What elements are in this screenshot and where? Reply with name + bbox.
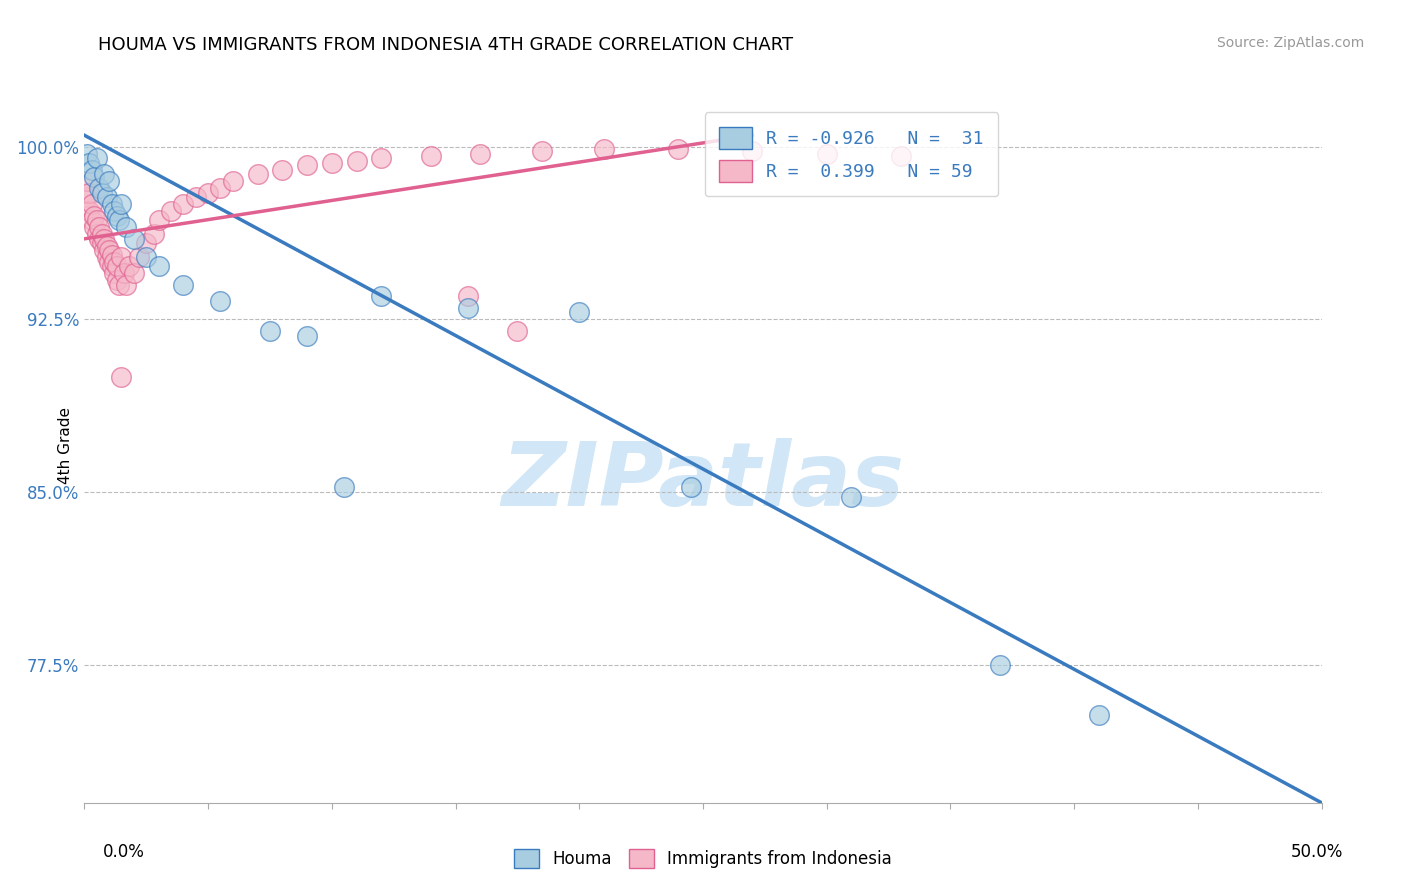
Point [135,236,157,251]
Point [103,255,125,269]
Point [80,197,103,211]
Point [108,277,131,292]
Point [98,255,121,269]
Point [103,266,125,280]
Legend: R = -0.926   N =  31, R =  0.399   N = 59: R = -0.926 N = 31, R = 0.399 N = 59 [704,112,998,196]
Point [370,151,392,165]
Point [295,158,318,172]
Point [222,174,245,188]
Point [172,277,194,292]
Point [142,227,165,242]
Point [76,174,98,188]
Point [83,169,105,184]
Point [100,260,122,274]
Point [98,244,121,258]
Point [93,167,115,181]
Point [98,174,121,188]
Point [271,162,294,177]
Point [79,186,101,200]
Point [419,149,441,163]
Point [988,657,1011,672]
Point [128,250,150,264]
Point [86,213,108,227]
Point [100,248,122,262]
Point [86,151,108,165]
Point [90,227,112,242]
Point [346,153,368,168]
Point [741,145,763,159]
Point [295,328,318,343]
Point [90,186,112,200]
Text: Source: ZipAtlas.com: Source: ZipAtlas.com [1216,36,1364,50]
Point [80,162,103,177]
Point [96,250,118,264]
Point [172,197,194,211]
Point [105,209,128,223]
Point [96,190,118,204]
Point [79,204,101,219]
Point [679,480,702,494]
Point [76,190,98,204]
Point [457,301,479,315]
Point [122,266,145,280]
Point [89,220,111,235]
Point [457,289,479,303]
Point [76,146,98,161]
Text: HOUMA VS IMMIGRANTS FROM INDONESIA 4TH GRADE CORRELATION CHART: HOUMA VS IMMIGRANTS FROM INDONESIA 4TH G… [98,36,793,54]
Point [209,293,232,308]
Point [103,204,125,219]
Point [568,305,591,319]
Point [105,260,128,274]
Y-axis label: 4th Grade: 4th Grade [58,408,73,484]
Point [841,490,863,504]
Text: ZIPatlas: ZIPatlas [502,438,904,525]
Point [110,370,132,384]
Point [89,232,111,246]
Point [148,260,170,274]
Point [90,236,112,251]
Point [135,250,157,264]
Point [197,186,219,200]
Point [115,277,138,292]
Point [890,149,912,163]
Point [259,324,281,338]
Point [148,213,170,227]
Point [593,142,616,156]
Point [321,156,343,170]
Point [93,232,115,246]
Point [115,220,138,235]
Point [370,289,392,303]
Point [93,244,115,258]
Text: 50.0%: 50.0% [1291,843,1343,861]
Point [110,250,132,264]
Point [1088,708,1111,723]
Point [470,146,492,161]
Point [108,213,131,227]
Point [96,238,118,252]
Point [118,260,141,274]
Point [506,324,529,338]
Point [80,213,103,227]
Point [333,480,356,494]
Point [112,266,135,280]
Point [86,227,108,242]
Point [79,156,101,170]
Point [89,181,111,195]
Point [209,181,232,195]
Point [531,145,554,159]
Point [666,142,689,156]
Point [184,190,207,204]
Point [83,220,105,235]
Text: 0.0%: 0.0% [103,843,145,861]
Point [246,167,269,181]
Point [83,209,105,223]
Point [105,273,128,287]
Point [110,197,132,211]
Point [100,197,122,211]
Point [160,204,183,219]
Point [122,232,145,246]
Legend: Houma, Immigrants from Indonesia: Houma, Immigrants from Indonesia [508,843,898,875]
Point [815,146,838,161]
